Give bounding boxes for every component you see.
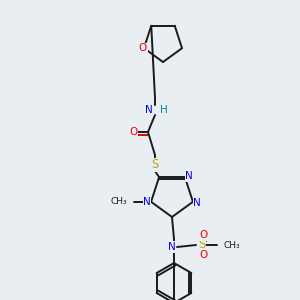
Text: H: H xyxy=(160,105,168,115)
Text: O: O xyxy=(129,127,137,137)
Text: S: S xyxy=(198,238,206,251)
Text: O: O xyxy=(200,230,208,240)
Text: O: O xyxy=(200,250,208,260)
Text: CH₃: CH₃ xyxy=(224,241,241,250)
Text: N: N xyxy=(185,171,193,181)
Text: CH₃: CH₃ xyxy=(110,197,127,206)
Text: N: N xyxy=(193,198,201,208)
Text: O: O xyxy=(139,43,147,53)
Text: N: N xyxy=(145,105,153,115)
Text: N: N xyxy=(168,242,176,252)
Text: S: S xyxy=(151,158,159,172)
Text: N: N xyxy=(143,197,151,207)
